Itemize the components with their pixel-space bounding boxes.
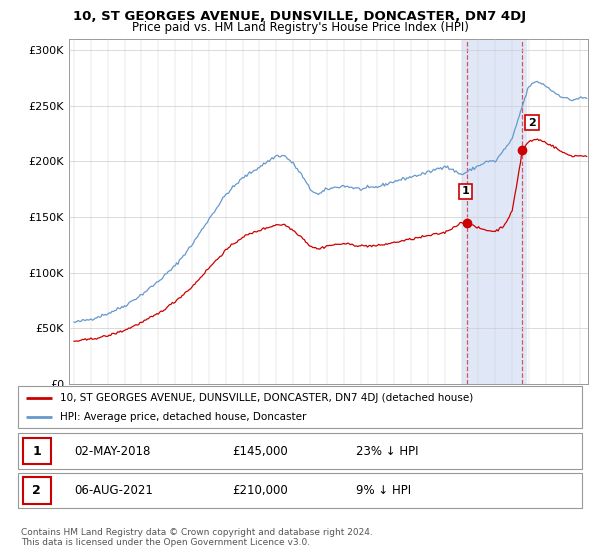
Text: £210,000: £210,000 [232,484,288,497]
Text: 9% ↓ HPI: 9% ↓ HPI [356,484,412,497]
Text: 23% ↓ HPI: 23% ↓ HPI [356,445,419,458]
Bar [461,39,526,384]
Text: HPI: Average price, detached house, Doncaster: HPI: Average price, detached house, Donc… [60,412,307,422]
Text: 02-MAY-2018: 02-MAY-2018 [74,445,151,458]
Text: 2: 2 [528,118,536,128]
Text: 2: 2 [32,484,41,497]
Text: Contains HM Land Registry data © Crown copyright and database right 2024.
This d: Contains HM Land Registry data © Crown c… [21,528,373,547]
Text: 1: 1 [32,445,41,458]
Text: 06-AUG-2021: 06-AUG-2021 [74,484,153,497]
Text: £145,000: £145,000 [232,445,288,458]
Text: 10, ST GEORGES AVENUE, DUNSVILLE, DONCASTER, DN7 4DJ (detached house): 10, ST GEORGES AVENUE, DUNSVILLE, DONCAS… [60,393,473,403]
Bar [23,477,51,503]
Text: Price paid vs. HM Land Registry's House Price Index (HPI): Price paid vs. HM Land Registry's House … [131,21,469,34]
Text: 1: 1 [461,186,469,197]
Text: 10, ST GEORGES AVENUE, DUNSVILLE, DONCASTER, DN7 4DJ: 10, ST GEORGES AVENUE, DUNSVILLE, DONCAS… [73,10,527,23]
Bar [23,438,51,464]
